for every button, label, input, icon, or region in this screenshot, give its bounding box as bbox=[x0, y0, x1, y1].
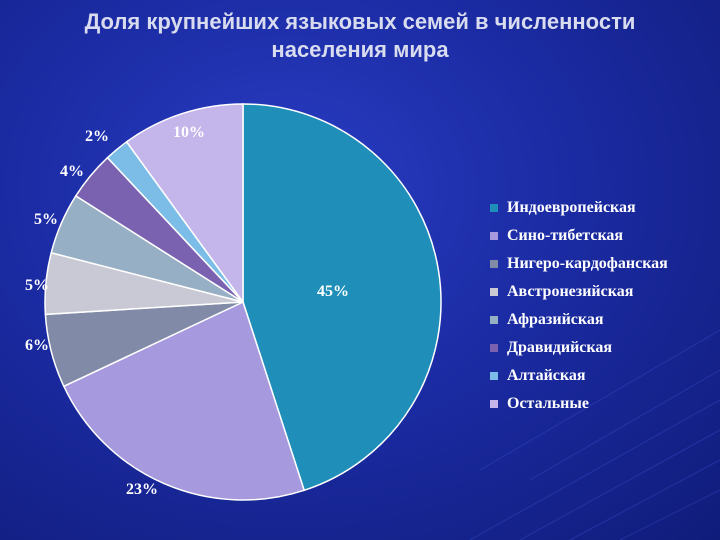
legend-item-4: Австронезийская bbox=[490, 278, 668, 306]
legend-label: Индоевропейская bbox=[507, 199, 636, 216]
pie-slice-2 bbox=[62, 300, 306, 501]
legend-label: Афразийская bbox=[507, 311, 604, 328]
legend-swatch bbox=[490, 288, 498, 296]
legend-swatch bbox=[490, 316, 498, 324]
legend-swatch bbox=[490, 400, 498, 408]
legend-swatch bbox=[490, 260, 498, 268]
legend-item-7: Алтайская bbox=[490, 362, 668, 390]
slice-label-2: 23% bbox=[126, 481, 158, 498]
legend-item-5: Афразийская bbox=[490, 306, 668, 334]
legend-item-6: Дравидийская bbox=[490, 334, 668, 362]
pie-slice-8 bbox=[125, 103, 244, 305]
legend-label: Дравидийская bbox=[507, 339, 613, 356]
legend-label: Алтайская bbox=[507, 367, 586, 384]
slice-label-8: 10% bbox=[173, 124, 205, 141]
chart-title-line1: Доля крупнейших языковых семей в численн… bbox=[84, 9, 636, 34]
chart-legend: Индоевропейская Сино-тибетская Нигеро-кард… bbox=[490, 194, 668, 418]
legend-label: Нигеро-кардофанская bbox=[507, 255, 668, 272]
slice-label-3: 6% bbox=[25, 337, 49, 354]
legend-item-1: Индоевропейская bbox=[490, 194, 668, 222]
slice-label-4: 5% bbox=[25, 277, 49, 294]
slice-label-5: 5% bbox=[34, 211, 58, 228]
legend-label: Сино-тибетская bbox=[507, 227, 624, 244]
legend-item-8: Остальные bbox=[490, 390, 668, 418]
slice-label-6: 4% bbox=[60, 163, 84, 180]
chart-title-line2: населения мира bbox=[271, 37, 449, 62]
pie-slice-1 bbox=[242, 103, 442, 492]
legend-swatch bbox=[490, 232, 498, 240]
legend-label: Остальные bbox=[507, 395, 589, 412]
slice-label-1: 45% bbox=[317, 283, 349, 300]
slice-label-7: 2% bbox=[85, 128, 109, 145]
chart-title: Доля крупнейших языковых семей в численн… bbox=[0, 8, 720, 64]
legend-label: Австронезийская bbox=[507, 283, 634, 300]
legend-item-2: Сино-тибетская bbox=[490, 222, 668, 250]
legend-swatch bbox=[490, 344, 498, 352]
legend-swatch bbox=[490, 372, 498, 380]
legend-swatch bbox=[490, 204, 498, 212]
legend-item-3: Нигеро-кардофанская bbox=[490, 250, 668, 278]
